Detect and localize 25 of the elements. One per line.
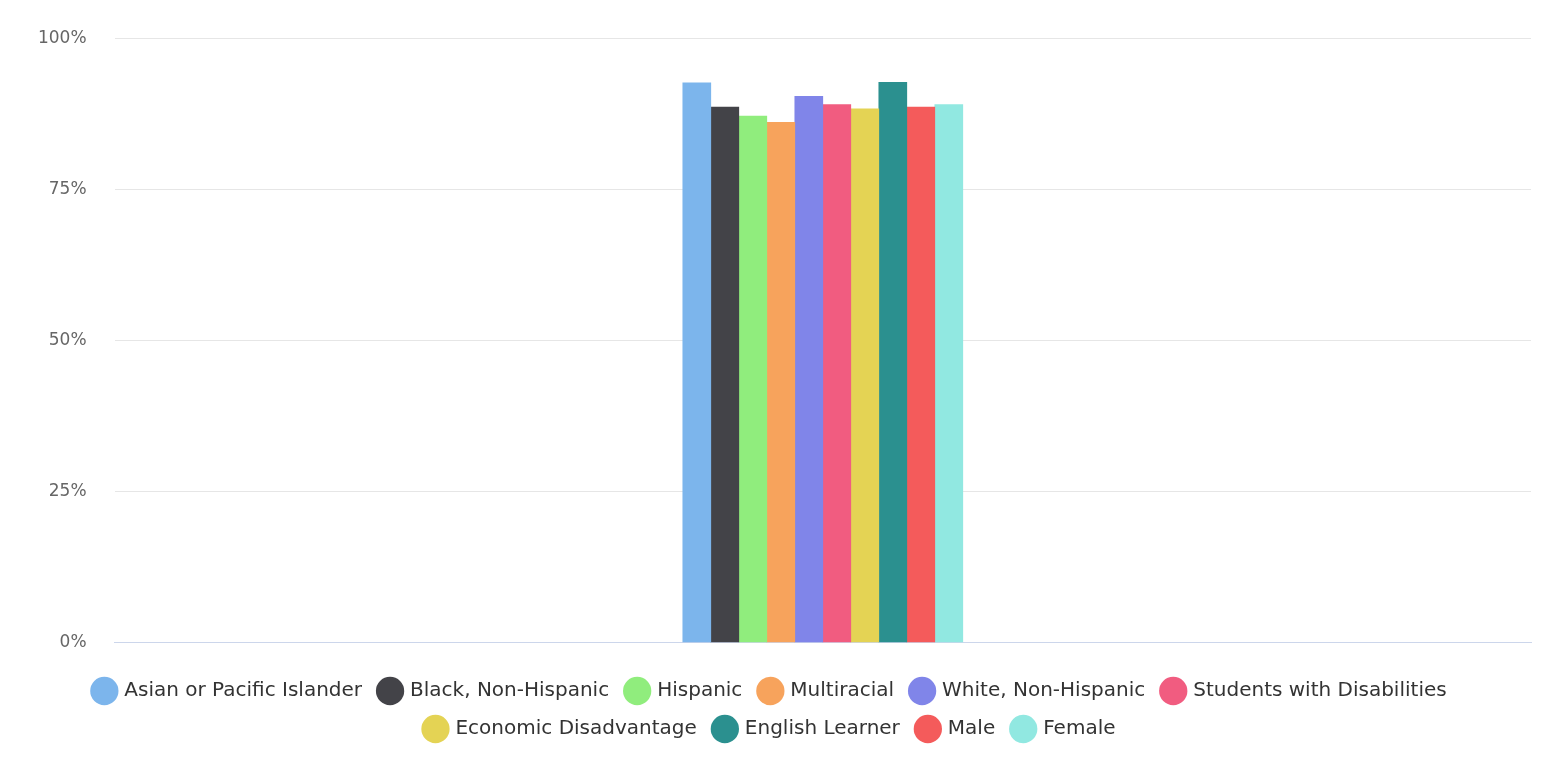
- bar: [794, 95, 824, 643]
- bar: [710, 106, 740, 643]
- y-tick-label: 100%: [37, 26, 87, 47]
- bar: [682, 82, 712, 643]
- bar: [738, 115, 768, 643]
- bar: [850, 108, 880, 643]
- bar: [878, 81, 908, 643]
- bar: [906, 106, 936, 643]
- legend-label: White, Non-Hispanic: [942, 677, 1146, 702]
- y-tick-label: 50%: [48, 328, 87, 349]
- legend-label: Asian or Pacific Islander: [124, 677, 363, 702]
- bar: [766, 121, 796, 643]
- legend-label: Black, Non-Hispanic: [410, 677, 610, 702]
- legend-label: Male: [947, 715, 996, 740]
- legend-label: Female: [1043, 715, 1116, 740]
- y-tick-label: 25%: [48, 479, 87, 500]
- legend-label: Hispanic: [657, 677, 743, 702]
- y-tick-label: 75%: [48, 177, 87, 198]
- legend-label: Economic Disadvantage: [455, 715, 697, 740]
- legend-label: Multiracial: [790, 677, 895, 702]
- y-tick-label: 0%: [59, 631, 87, 652]
- bar: [822, 104, 852, 643]
- legend-label: Students with Disabilities: [1193, 677, 1447, 702]
- legend-label: English Learner: [744, 715, 901, 740]
- bar: [934, 104, 964, 643]
